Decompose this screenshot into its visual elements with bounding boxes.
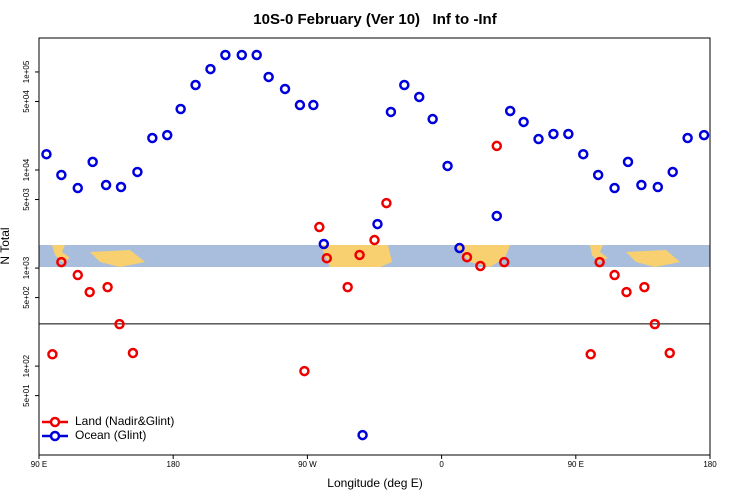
- point: [454, 242, 465, 254]
- point: [461, 251, 473, 263]
- point: [115, 181, 127, 193]
- point: [56, 256, 67, 268]
- point: [372, 218, 383, 230]
- point: [127, 347, 139, 359]
- point: [251, 49, 262, 61]
- point: [299, 365, 310, 377]
- point: [354, 249, 365, 261]
- point: [381, 197, 392, 209]
- point: [578, 148, 589, 160]
- point: [263, 71, 274, 83]
- point: [321, 252, 333, 264]
- y-tick-label: 1e+03: [22, 256, 31, 279]
- point: [649, 318, 661, 330]
- point: [220, 49, 231, 61]
- plot-frame: [38, 37, 711, 456]
- y-tick-label: 5e+03: [22, 188, 31, 211]
- point: [592, 169, 604, 181]
- point: [279, 83, 291, 95]
- point: [41, 148, 52, 160]
- point: [399, 79, 410, 91]
- y-tick-label: 1e+04: [22, 158, 31, 181]
- point: [190, 79, 201, 91]
- point: [548, 128, 559, 140]
- point: [622, 156, 634, 168]
- point: [102, 281, 113, 293]
- legend-marker: [49, 416, 61, 428]
- point: [147, 132, 158, 144]
- legend-label: Land (Nadir&Glint): [75, 414, 174, 428]
- map-band: [39, 245, 710, 267]
- point: [385, 106, 397, 118]
- point: [132, 166, 143, 178]
- x-tick-label: 0: [439, 460, 444, 469]
- point: [318, 238, 330, 250]
- point: [664, 347, 675, 359]
- point: [498, 256, 510, 268]
- point: [100, 179, 112, 191]
- point: [667, 166, 678, 178]
- x-axis-label: Longitude (deg E): [327, 476, 422, 490]
- point: [427, 113, 438, 125]
- point: [563, 128, 574, 140]
- y-tick-label: 5e+04: [22, 90, 31, 113]
- point: [308, 99, 319, 111]
- point: [413, 91, 425, 103]
- point: [442, 160, 453, 172]
- legend-marker: [49, 430, 61, 442]
- land-shape: [590, 245, 680, 267]
- land-shape: [52, 245, 145, 267]
- point: [491, 140, 503, 152]
- point: [114, 318, 125, 330]
- point: [72, 269, 84, 281]
- point: [594, 256, 605, 268]
- point: [682, 132, 693, 144]
- y-tick-label: 1e+05: [22, 60, 31, 83]
- chart-title: 10S-0 February (Ver 10) Inf to -Inf: [253, 11, 497, 28]
- x-tick-label: 90 W: [298, 460, 317, 469]
- point: [533, 133, 544, 145]
- point: [294, 99, 306, 111]
- x-tick-label: 90 E: [31, 460, 47, 469]
- point: [369, 234, 380, 246]
- point: [518, 116, 529, 128]
- y-tick-label: 5e+02: [22, 286, 31, 309]
- point: [652, 181, 664, 193]
- land-shape: [455, 245, 510, 267]
- y-tick-label: 1e+02: [22, 354, 31, 377]
- x-tick-label: 180: [167, 460, 181, 469]
- point: [621, 286, 632, 298]
- point: [609, 182, 620, 194]
- point: [342, 281, 353, 293]
- point: [585, 349, 596, 360]
- point: [504, 105, 516, 117]
- point: [314, 221, 325, 233]
- point: [698, 129, 710, 141]
- point: [47, 349, 58, 360]
- y-axis-label: N Total: [0, 227, 12, 264]
- point: [609, 269, 620, 281]
- x-tick-label: 180: [703, 460, 717, 469]
- point: [87, 156, 98, 168]
- point: [72, 182, 84, 194]
- point: [175, 103, 186, 115]
- point: [636, 179, 647, 191]
- point: [161, 129, 173, 141]
- point: [205, 63, 216, 75]
- y-tick-label: 5e+01: [22, 384, 31, 407]
- point: [56, 169, 67, 181]
- legend-label: Ocean (Glint): [75, 428, 146, 442]
- point: [84, 286, 95, 298]
- point: [491, 210, 503, 222]
- point: [475, 260, 486, 272]
- legend: Land (Nadir&Glint)Ocean (Glint): [42, 414, 174, 442]
- point: [639, 281, 650, 293]
- x-tick-label: 90 E: [568, 460, 584, 469]
- point: [236, 49, 248, 61]
- point: [357, 429, 368, 441]
